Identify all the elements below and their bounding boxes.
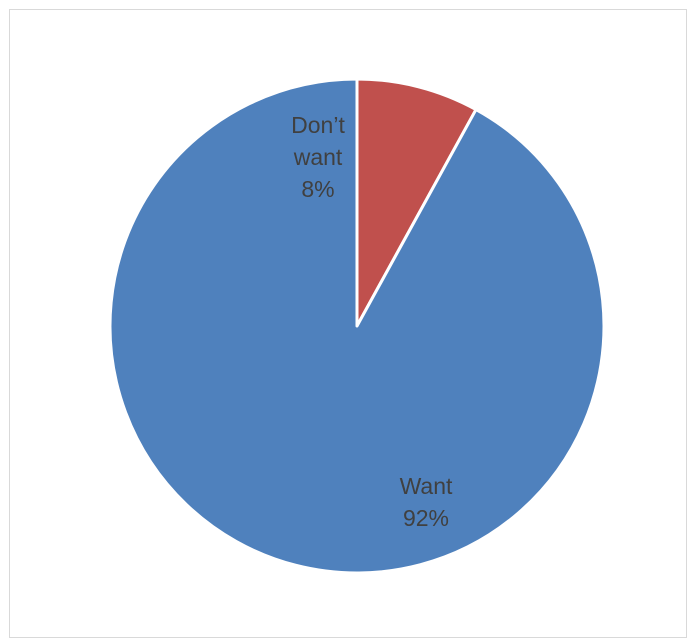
- pie-slice-want: [108, 77, 606, 575]
- data-label-don-t-want: Don’t want 8%: [291, 112, 345, 202]
- pie-slices: [108, 77, 606, 575]
- data-label-want: Want 92%: [400, 473, 453, 531]
- pie-slice-don-t-want: [355, 77, 478, 328]
- pie-data-labels: Don’t want 8% Want 92%: [291, 112, 453, 531]
